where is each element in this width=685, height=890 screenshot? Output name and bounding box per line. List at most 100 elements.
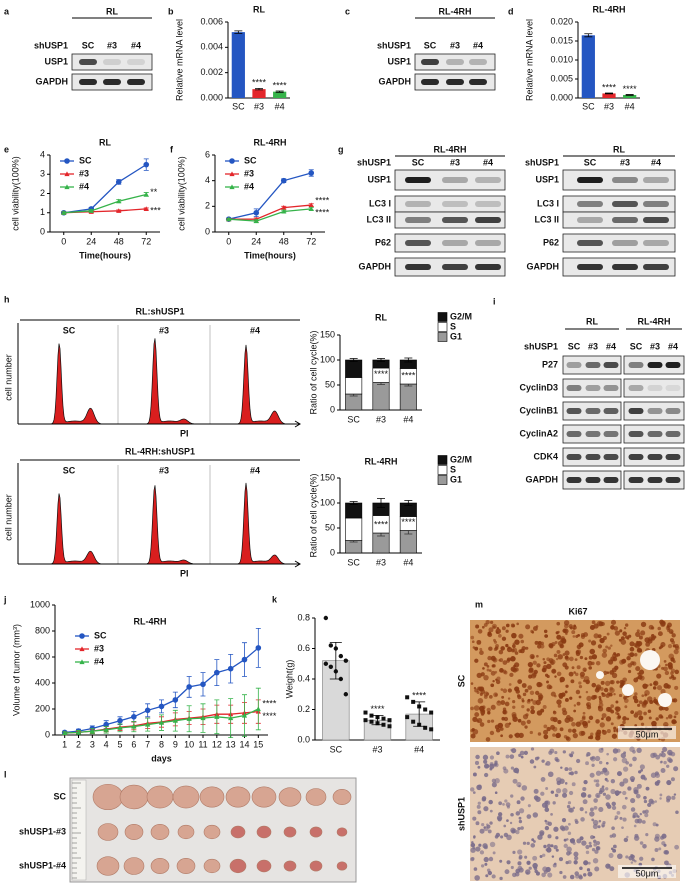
nucleus	[614, 815, 619, 820]
nucleus	[507, 697, 511, 700]
chart-title: RL-4RH	[593, 4, 626, 14]
blot-strip	[394, 169, 506, 191]
nucleus	[580, 817, 585, 822]
nucleus	[574, 855, 579, 861]
band	[566, 454, 582, 460]
nucleus	[483, 662, 488, 667]
nucleus	[642, 810, 646, 814]
nucleus	[501, 636, 507, 641]
nucleus	[508, 683, 512, 686]
point	[62, 730, 68, 736]
nucleus	[571, 630, 576, 635]
nucleus	[593, 798, 598, 803]
band	[475, 177, 501, 183]
point	[172, 718, 178, 723]
vacuole	[640, 650, 660, 670]
nucleus	[587, 660, 593, 666]
nucleus	[674, 710, 679, 716]
nucleus	[619, 781, 625, 787]
nucleus	[554, 750, 558, 755]
nucleus	[519, 750, 525, 756]
nucleus	[611, 733, 618, 739]
nucleus	[488, 669, 492, 672]
nucleus	[527, 685, 533, 690]
nucleus	[633, 698, 639, 704]
band	[566, 477, 582, 483]
nucleus	[543, 661, 547, 665]
tumor	[256, 825, 272, 839]
nucleus	[566, 736, 571, 742]
nucleus	[506, 834, 512, 841]
nucleus	[661, 752, 666, 758]
histogram	[212, 482, 299, 565]
nucleus	[602, 792, 607, 796]
nucleus	[578, 695, 582, 699]
nucleus	[545, 787, 549, 790]
band	[446, 79, 464, 85]
y-tick-label: 0.8	[297, 612, 310, 622]
nucleus	[481, 712, 485, 716]
nucleus	[500, 734, 503, 738]
nucleus	[478, 843, 482, 847]
nucleus	[598, 790, 603, 795]
nucleus	[572, 728, 577, 734]
nucleus	[471, 640, 475, 644]
nucleus	[661, 833, 667, 839]
nucleus	[578, 681, 582, 685]
nucleus	[609, 866, 615, 872]
nucleus	[645, 833, 649, 837]
nucleus	[565, 684, 569, 688]
nucleus	[536, 663, 541, 668]
nucleus	[616, 652, 621, 657]
nucleus	[526, 841, 530, 846]
nucleus	[553, 710, 556, 714]
nucleus	[576, 649, 582, 655]
nucleus	[637, 672, 640, 675]
bar-segment	[372, 382, 390, 411]
point	[144, 707, 151, 714]
bar	[273, 91, 287, 98]
nucleus	[674, 669, 680, 675]
blot-strip	[562, 378, 622, 398]
nucleus	[630, 861, 634, 864]
nucleus	[568, 753, 572, 757]
y-axis-label: cell viability(100%)	[176, 156, 186, 231]
nucleus	[626, 656, 631, 661]
nucleus	[565, 656, 570, 661]
y-tick-label: 100	[320, 354, 335, 364]
point	[88, 208, 94, 213]
data-point	[429, 727, 434, 732]
nucleus	[660, 768, 666, 773]
nucleus	[520, 720, 526, 726]
tumor	[124, 824, 144, 840]
nucleus	[633, 677, 639, 683]
nucleus	[542, 866, 548, 872]
nucleus	[492, 851, 496, 855]
legend-label: S	[450, 464, 456, 474]
legend-label: SC	[94, 630, 107, 640]
nucleus	[602, 767, 608, 773]
x-tick-label: 1	[62, 739, 67, 749]
nucleus	[579, 719, 585, 725]
row-label: USP1	[387, 56, 411, 66]
nucleus	[535, 699, 541, 706]
band	[103, 79, 121, 85]
y-tick-label: 400	[35, 677, 50, 687]
nucleus	[483, 806, 489, 812]
bar-segment	[399, 383, 417, 411]
legend-swatch	[437, 312, 448, 322]
nucleus	[568, 851, 572, 855]
nucleus	[649, 683, 653, 687]
point	[241, 656, 248, 663]
nucleus	[517, 865, 523, 871]
nucleus	[563, 843, 568, 849]
nucleus	[619, 791, 622, 794]
error-bar	[625, 94, 634, 96]
legend-label: #4	[94, 656, 104, 666]
nucleus	[595, 840, 601, 846]
nucleus	[502, 660, 508, 665]
band	[577, 177, 603, 183]
nucleus	[550, 691, 556, 697]
nucleus	[627, 663, 633, 668]
